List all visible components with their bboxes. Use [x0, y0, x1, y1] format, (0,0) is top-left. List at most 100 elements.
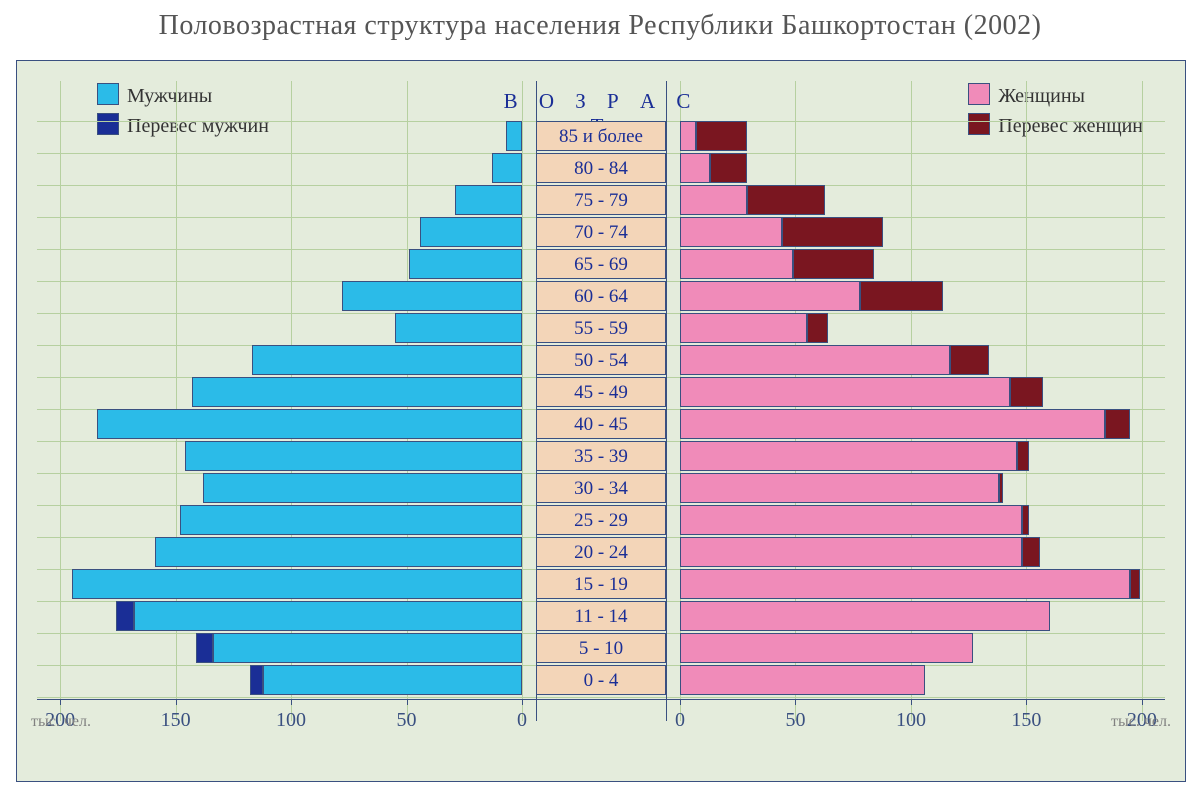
bar-excess-female [1130, 569, 1139, 599]
chart-panel: Мужчины Перевес мужчин Женщины Перевес ж… [16, 60, 1186, 782]
pyramid-row: 60 - 64 [37, 281, 1165, 313]
bar-excess-female [782, 217, 884, 247]
pyramid-row: 30 - 34 [37, 473, 1165, 505]
pyramid-row: 11 - 14 [37, 601, 1165, 633]
bar-excess-female [860, 281, 943, 311]
age-label: 55 - 59 [536, 313, 666, 343]
bar-excess-female [793, 249, 874, 279]
age-label: 5 - 10 [536, 633, 666, 663]
bar-female [680, 409, 1105, 439]
bar-excess-female [1017, 441, 1029, 471]
age-label: 0 - 4 [536, 665, 666, 695]
bar-excess-female [696, 121, 747, 151]
age-label: 25 - 29 [536, 505, 666, 535]
bar-excess-female [1105, 409, 1130, 439]
bar-male [72, 569, 522, 599]
axis-tick-label: 50 [785, 709, 805, 732]
axis-tick-label: 0 [517, 709, 527, 732]
age-label: 80 - 84 [536, 153, 666, 183]
bar-male [97, 409, 522, 439]
bar-excess-female [950, 345, 989, 375]
bar-female [680, 153, 710, 183]
pyramid-row: 50 - 54 [37, 345, 1165, 377]
age-label: 30 - 34 [536, 473, 666, 503]
age-label: 20 - 24 [536, 537, 666, 567]
bar-male [409, 249, 522, 279]
age-label: 11 - 14 [536, 601, 666, 631]
bar-female [680, 345, 950, 375]
pyramid-row: 65 - 69 [37, 249, 1165, 281]
bar-excess-male [250, 665, 264, 695]
bar-male [342, 281, 522, 311]
age-label: 35 - 39 [536, 441, 666, 471]
bar-excess-female [747, 185, 826, 215]
pyramid-row: 35 - 39 [37, 441, 1165, 473]
pyramid-row: 85 и более [37, 121, 1165, 153]
bar-female [680, 313, 807, 343]
age-label: 45 - 49 [536, 377, 666, 407]
axis-tick-label: 100 [896, 709, 926, 732]
age-label: 85 и более [536, 121, 666, 151]
bar-female [680, 569, 1130, 599]
bar-male [203, 473, 522, 503]
bar-male [395, 313, 522, 343]
bar-male [492, 153, 522, 183]
bar-male [192, 377, 522, 407]
age-label: 75 - 79 [536, 185, 666, 215]
bar-excess-female [807, 313, 828, 343]
axis-tick-label: 0 [675, 709, 685, 732]
bar-female [680, 217, 782, 247]
bar-excess-female [999, 473, 1004, 503]
bar-male [134, 601, 522, 631]
bar-female [680, 377, 1010, 407]
pyramid-row: 25 - 29 [37, 505, 1165, 537]
bar-male [155, 537, 522, 567]
pyramid-row: 15 - 19 [37, 569, 1165, 601]
bar-male [263, 665, 522, 695]
age-label: 50 - 54 [536, 345, 666, 375]
age-label: 40 - 45 [536, 409, 666, 439]
bar-female [680, 185, 747, 215]
axis-tick-label: 150 [1011, 709, 1041, 732]
bar-excess-female [1022, 537, 1040, 567]
axis-tick-label: 50 [397, 709, 417, 732]
pyramid-row: 5 - 10 [37, 633, 1165, 665]
bar-female [680, 121, 696, 151]
pyramid-row: 40 - 45 [37, 409, 1165, 441]
plot-area: В О З Р А С Т85 и более80 - 8475 - 7970 … [37, 81, 1165, 721]
bar-excess-male [196, 633, 212, 663]
age-label: 70 - 74 [536, 217, 666, 247]
bar-excess-male [116, 601, 134, 631]
axis-unit: тыс. чел. [31, 713, 91, 731]
bar-excess-female [1010, 377, 1042, 407]
pyramid-row: 0 - 4 [37, 665, 1165, 697]
bar-female [680, 473, 999, 503]
pyramid-row: 20 - 24 [37, 537, 1165, 569]
pyramid-row: 45 - 49 [37, 377, 1165, 409]
bar-female [680, 537, 1022, 567]
bar-female [680, 281, 860, 311]
bar-female [680, 249, 793, 279]
axis-tick-label: 100 [276, 709, 306, 732]
pyramid-row: 80 - 84 [37, 153, 1165, 185]
bar-male [252, 345, 522, 375]
bar-female [680, 601, 1050, 631]
bar-male [420, 217, 522, 247]
axis-tick-label: 150 [161, 709, 191, 732]
bar-excess-female [1022, 505, 1029, 535]
pyramid-row: 70 - 74 [37, 217, 1165, 249]
bar-female [680, 633, 973, 663]
bar-male [185, 441, 522, 471]
bar-male [506, 121, 522, 151]
bar-male [213, 633, 522, 663]
bar-female [680, 665, 925, 695]
bar-female [680, 505, 1022, 535]
axis-unit: тыс. чел. [1111, 713, 1171, 731]
age-label: 15 - 19 [536, 569, 666, 599]
bar-excess-female [710, 153, 747, 183]
bar-male [180, 505, 522, 535]
pyramid-row: 55 - 59 [37, 313, 1165, 345]
chart-title: Половозрастная структура населения Респу… [0, 0, 1200, 42]
age-label: 60 - 64 [536, 281, 666, 311]
bar-male [455, 185, 522, 215]
